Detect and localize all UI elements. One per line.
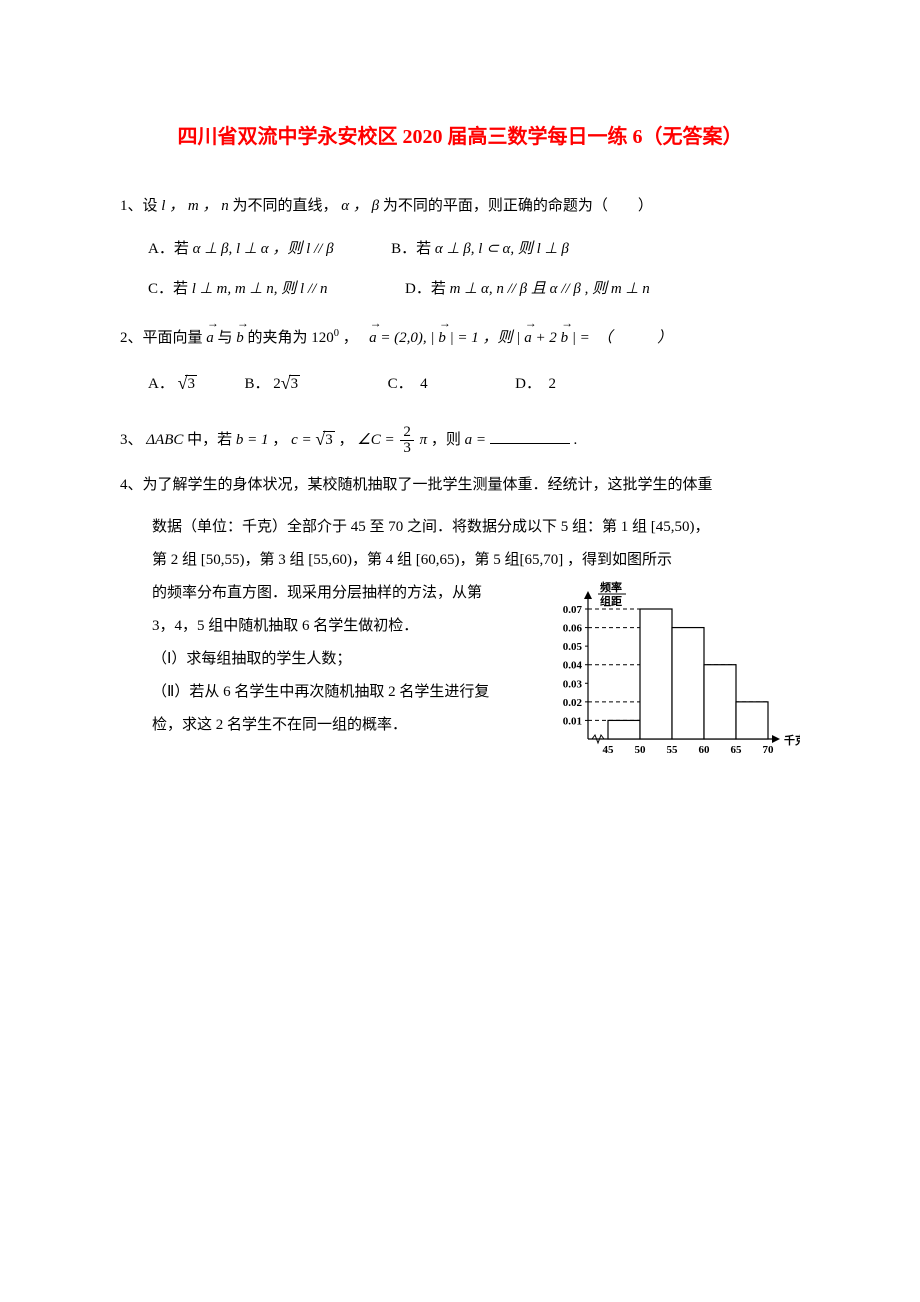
svg-text:0.02: 0.02 — [563, 697, 583, 709]
question-4-line2: 数据（单位：千克）全部介于 45 至 70 之间．将数据分成以下 5 组：第 1… — [120, 511, 800, 544]
q2-opt-d: D． 2 — [515, 376, 556, 392]
q2-deg: 0 — [334, 328, 339, 339]
q1-options-row2: C．若 l ⊥ m, m ⊥ n, 则 l // n D．若 m ⊥ α, n … — [120, 272, 800, 307]
q3-c-val: √3 — [315, 419, 334, 460]
q3-frac: 23 — [400, 425, 414, 456]
q1-opt-c-label: C．若 — [148, 281, 188, 297]
q2-avec: a — [369, 321, 377, 356]
q1-ab: α ， β — [341, 198, 379, 214]
question-2: 2、平面向量 a 与 b 的夹角为 1200 ， a = (2,0), | b … — [120, 321, 800, 356]
svg-text:千克: 千克 — [784, 733, 800, 747]
q2-bvec2: b — [561, 321, 569, 356]
q1-opt-d-math: m ⊥ α, n // β 且 α // β , 则 m ⊥ n — [450, 281, 650, 297]
q2-opt-a-label: A． — [148, 376, 174, 392]
q3-sep2: ， — [338, 432, 353, 448]
q2-eq2: | = 1 ，则 | — [450, 330, 525, 346]
q3-sep1: ， — [272, 432, 287, 448]
q1-opt-d-label: D．若 — [405, 281, 446, 297]
question-4-line4: 的频率分布直方图．现采用分层抽样的方法，从第 — [120, 577, 524, 610]
question-4-line7: （Ⅱ）若从 6 名学生中再次随机抽取 2 名学生进行复 — [120, 676, 524, 709]
histogram-svg: 频率组距千克 0.01 0.02 0.03 0.04 0.05 0.06 0.07 45 50 55… — [540, 577, 800, 767]
frequency-histogram: 频率组距千克 0.01 0.02 0.03 0.04 0.05 0.06 0.07 45 50 55… — [540, 577, 800, 767]
q1-opt-a-math: α ⊥ β, l ⊥ α ，则 l // β — [193, 241, 334, 257]
page-title: 四川省双流中学永安校区 2020 届高三数学每日一练 6（无答案） — [120, 120, 800, 149]
q3-period: . — [573, 432, 577, 448]
q2-options: A． √3 B． 2√3 C． 4 D． 2 — [120, 365, 800, 401]
q3-mid1: 中，若 — [187, 432, 232, 448]
q1-stem-post: 为不同的平面，则正确的命题为（ ） — [383, 198, 653, 214]
svg-text:0.05: 0.05 — [563, 641, 583, 653]
q2-avec2: a — [524, 321, 532, 356]
q2-bvec: b — [438, 321, 446, 356]
q3-tri: ΔABC — [146, 432, 183, 448]
question-4-line8: 检，求这 2 名学生不在同一组的概率． — [120, 709, 524, 742]
question-4-line5: 3，4，5 组中随机抽取 6 名学生做初检． — [120, 610, 524, 643]
svg-text:65: 65 — [731, 744, 743, 756]
svg-text:0.06: 0.06 — [563, 622, 583, 634]
q3-then: ，则 — [431, 432, 461, 448]
svg-text:0.04: 0.04 — [563, 660, 583, 672]
svg-text:0.03: 0.03 — [563, 678, 583, 690]
svg-text:60: 60 — [699, 744, 711, 756]
q3-b: b = 1 — [236, 432, 269, 448]
q3-pi: π — [420, 432, 428, 448]
q2-and: 与 — [218, 330, 233, 346]
q3-blank — [490, 428, 570, 444]
q2-opt-b-val: √3 — [281, 365, 300, 401]
question-4-line6: （Ⅰ）求每组抽取的学生人数； — [120, 643, 524, 676]
question-4-line3: 第 2 组 [50,55)，第 3 组 [55,60)，第 4 组 [60,65… — [120, 544, 800, 577]
q2-opt-b-pre: 2 — [273, 376, 281, 392]
q3-pre: 3、 — [120, 432, 143, 448]
svg-text:55: 55 — [667, 744, 679, 756]
q1-lmn: l ， m ， n — [161, 198, 229, 214]
svg-text:频率: 频率 — [600, 580, 622, 594]
q2-vec-a: a — [206, 321, 214, 356]
q2-comma: ， — [343, 330, 366, 346]
q1-opt-a-label: A．若 — [148, 241, 189, 257]
q2-vec-b: b — [236, 321, 244, 356]
question-1: 1、设 l ， m ， n 为不同的直线， α ， β 为不同的平面，则正确的命… — [120, 189, 800, 224]
q1-stem-pre: 1、设 — [120, 198, 158, 214]
q2-opt-a-val: √3 — [178, 365, 197, 401]
q1-opt-c-math: l ⊥ m, m ⊥ n, 则 l // n — [192, 281, 328, 297]
question-3: 3、 ΔABC 中，若 b = 1 ， c = √3 ， ∠C = 23 π ，… — [120, 419, 800, 460]
q2-plus: + 2 — [535, 330, 556, 346]
q3-a: a = — [465, 432, 490, 448]
svg-text:70: 70 — [763, 744, 775, 756]
q3-c-pre: c = — [291, 432, 315, 448]
svg-text:0.01: 0.01 — [563, 715, 582, 727]
svg-text:50: 50 — [635, 744, 647, 756]
svg-text:组距: 组距 — [600, 594, 622, 608]
q1-opt-b-math: α ⊥ β, l ⊂ α, 则 l ⊥ β — [435, 241, 569, 257]
q2-opt-c: C． 4 — [388, 376, 428, 392]
svg-text:45: 45 — [603, 744, 615, 756]
q2-mid1: 的夹角为 — [248, 330, 308, 346]
svg-text:0.07: 0.07 — [563, 604, 583, 616]
q1-stem-mid: 为不同的直线， — [233, 198, 338, 214]
q2-eq3: | = （ ） — [572, 330, 673, 346]
q2-angle: 120 — [311, 330, 334, 346]
q1-options-row1: A．若 α ⊥ β, l ⊥ α ，则 l // β B．若 α ⊥ β, l … — [120, 232, 800, 267]
question-4-line1: 4、为了解学生的身体状况，某校随机抽取了一批学生测量体重．经统计，这批学生的体重 — [120, 468, 800, 503]
q2-eq1: = (2,0), | — [380, 330, 438, 346]
q1-opt-b-label: B．若 — [391, 241, 431, 257]
q2-pre: 2、平面向量 — [120, 330, 203, 346]
q3-angc-pre: ∠C = — [357, 432, 398, 448]
q2-opt-b-label: B． — [244, 376, 269, 392]
